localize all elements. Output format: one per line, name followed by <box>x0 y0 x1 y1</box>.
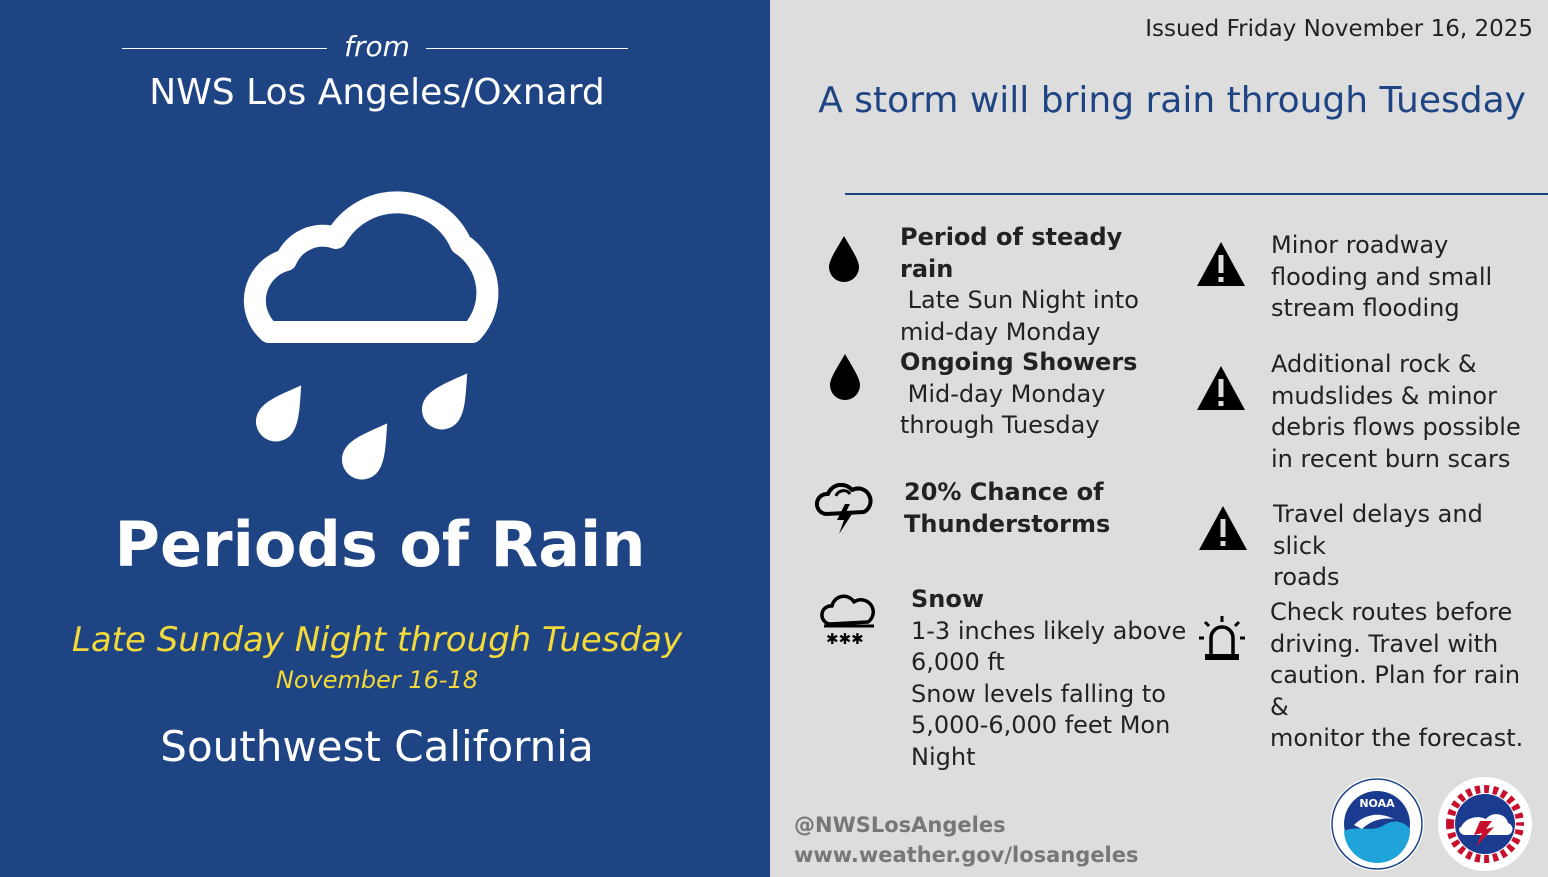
from-label: from <box>344 30 410 63</box>
footer-contact: @NWSLosAngeles www.weather.gov/losangele… <box>794 810 1139 870</box>
social-handle-link[interactable]: @NWSLosAngeles <box>794 813 1006 837</box>
warning-icon <box>1197 366 1245 410</box>
hazard-line: Mid-day Monday <box>900 379 1106 408</box>
left-panel: from NWS Los Angeles/Oxnard Periods of R… <box>0 0 770 877</box>
impact-item: Minor roadway flooding and small stream … <box>1271 230 1541 325</box>
impact-line: monitor the forecast. <box>1270 724 1524 752</box>
warning-icon <box>1199 506 1247 550</box>
divider <box>845 193 1548 195</box>
noaa-logo-text: NOAA <box>1359 797 1395 810</box>
snow-cloud-icon: ✱✱✱ <box>820 594 875 648</box>
impact-line: Minor roadway <box>1271 231 1449 259</box>
rain-cloud-icon <box>243 191 499 480</box>
hazard-line: Snow levels falling to <box>911 679 1166 708</box>
impact-line: caution. Plan for rain & <box>1270 661 1521 721</box>
hazard-line: mid-day Monday <box>900 317 1101 346</box>
impact-line: flooding and small <box>1271 262 1493 291</box>
impact-item: Check routes before driving. Travel with… <box>1270 597 1545 755</box>
impact-line: driving. Travel with <box>1270 629 1499 658</box>
hazard-line: Thunderstorms <box>904 509 1111 538</box>
hero-title: Periods of Rain <box>114 508 646 581</box>
hazard-line: Night <box>911 742 976 771</box>
hazard-item: Period of steady rain Late Sun Night int… <box>900 222 1180 348</box>
impact-line: debris flows possible <box>1271 413 1521 441</box>
impact-line: Check routes before <box>1270 598 1513 626</box>
hazard-line: through Tuesday <box>900 411 1100 439</box>
hazard-line: Late Sun Night into <box>900 286 1139 314</box>
office-name: NWS Los Angeles/Oxnard <box>149 72 605 113</box>
hazard-title: Snow <box>911 585 985 613</box>
hazard-item: 20% Chance of Thunderstorms <box>904 477 1184 540</box>
nws-logo-text: NATIONAL WEATHER SERVICE <box>1478 867 1493 870</box>
hazard-title: 20% Chance of <box>904 478 1104 506</box>
raindrop-icon <box>830 354 860 400</box>
impact-line: Additional rock & <box>1271 350 1477 378</box>
hazard-line: 1-3 inches likely above <box>911 616 1187 645</box>
hazard-line: 5,000-6,000 feet Mon <box>911 711 1171 739</box>
from-rule-left <box>122 48 327 49</box>
hazard-line: 6,000 ft <box>911 648 1005 676</box>
svg-text:✱✱✱: ✱✱✱ <box>826 630 864 648</box>
impact-item: Additional rock & mudslides & minor debr… <box>1271 349 1541 475</box>
website-link[interactable]: www.weather.gov/losangeles <box>794 843 1139 867</box>
impact-line: in recent burn scars <box>1271 444 1511 473</box>
hazard-title: Period of steady rain <box>900 223 1123 283</box>
warning-icon <box>1197 242 1245 286</box>
impact-line: Travel delays and slick <box>1273 500 1483 560</box>
thunderstorm-icon <box>815 482 873 534</box>
siren-icon <box>1199 616 1245 660</box>
timing-text: Late Sunday Night through Tuesday <box>71 620 683 660</box>
noaa-logo: NOAA <box>1330 777 1424 871</box>
impact-line: mudslides & minor <box>1271 381 1497 410</box>
from-rule-right <box>426 48 628 49</box>
hazard-item: Snow 1-3 inches likely above 6,000 ft Sn… <box>911 584 1191 773</box>
raindrop-icon <box>829 236 859 282</box>
right-panel: Issued Friday November 16, 2025 A storm … <box>770 0 1548 877</box>
nws-logo: NATIONAL WEATHER SERVICE <box>1438 777 1532 871</box>
impact-item: Travel delays and slick roads <box>1273 499 1543 594</box>
impact-line: stream flooding <box>1271 294 1460 322</box>
impact-line: roads <box>1273 563 1340 591</box>
issued-date: Issued Friday November 16, 2025 <box>1145 16 1533 42</box>
hazard-item: Ongoing Showers Mid-day Monday through T… <box>900 347 1180 442</box>
region-text: Southwest California <box>160 722 594 771</box>
headline: A storm will bring rain through Tuesday <box>818 80 1526 121</box>
hazard-title: Ongoing Showers <box>900 348 1138 376</box>
dates-text: November 16-18 <box>275 666 479 694</box>
